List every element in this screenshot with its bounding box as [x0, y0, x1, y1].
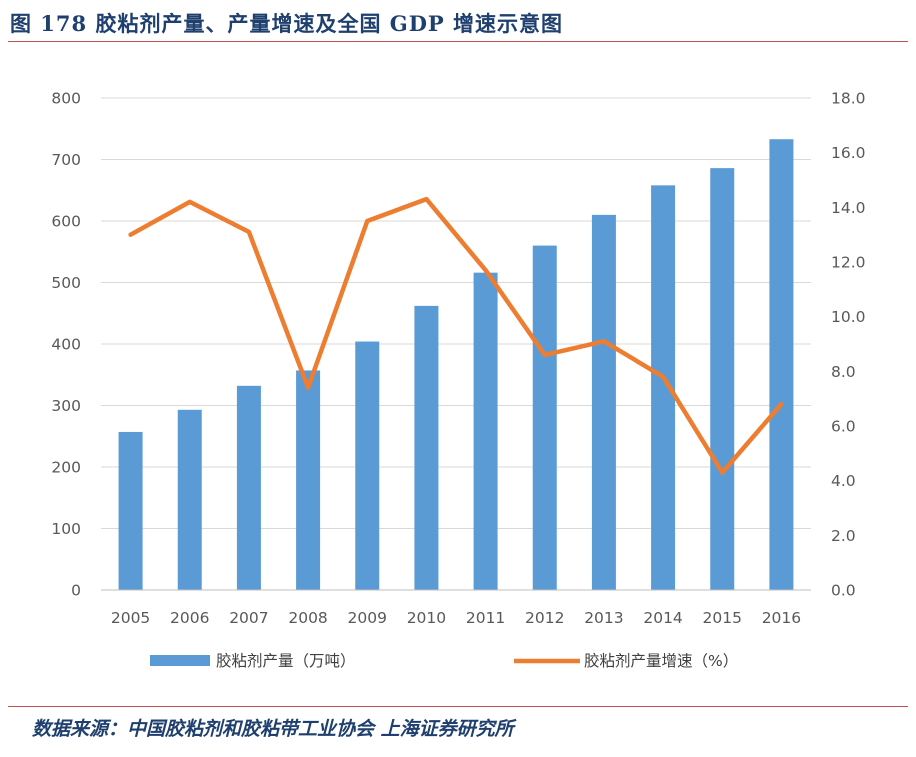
x-tick-label: 2009: [348, 609, 387, 627]
title-rule: [8, 41, 908, 42]
left-tick-label: 500: [51, 274, 81, 292]
source-note: 数据来源：中国胶粘剂和胶粘带工业协会 上海证券研究所: [32, 718, 514, 740]
x-tick-label: 2014: [643, 609, 682, 627]
x-tick-label: 2007: [229, 609, 268, 627]
x-axis: 2005 2006 2007 2008 2009 2010 2011 2012 2013 2014…: [101, 589, 811, 627]
right-tick-label: 2.0: [831, 527, 856, 545]
bar: [118, 431, 143, 590]
x-tick-label: 2010: [407, 609, 446, 627]
gridlines: [101, 97, 811, 591]
left-y-axis: 0 100 200 300 400 500 600 700 800: [51, 90, 81, 600]
left-tick-label: 600: [51, 213, 81, 231]
bar: [769, 139, 794, 590]
right-tick-label: 6.0: [831, 418, 856, 436]
right-tick-label: 16.0: [831, 144, 866, 162]
line-series: [128, 196, 784, 475]
right-tick-label: 14.0: [831, 199, 866, 217]
left-tick-label: 200: [51, 459, 81, 477]
left-tick-label: 400: [51, 336, 81, 354]
bar: [710, 168, 735, 591]
legend-bar-label: 胶粘剂产量（万吨）: [216, 652, 356, 670]
left-tick-label: 100: [51, 520, 81, 538]
x-tick-label: 2016: [762, 609, 801, 627]
right-tick-label: 8.0: [831, 363, 856, 381]
bar: [473, 272, 498, 590]
source-rule: [8, 706, 908, 707]
x-tick-label: 2008: [288, 609, 327, 627]
bar: [355, 341, 380, 590]
right-tick-label: 4.0: [831, 472, 856, 490]
left-tick-label: 800: [51, 90, 81, 108]
legend: 胶粘剂产量（万吨） 胶粘剂产量增速（%）: [150, 652, 738, 670]
left-tick-label: 300: [51, 397, 81, 415]
right-tick-label: 10.0: [831, 308, 866, 326]
figure-title: 图 178 胶粘剂产量、产量增速及全国 GDP 增速示意图: [10, 11, 564, 36]
x-tick-label: 2006: [170, 609, 209, 627]
right-y-axis: 0.0 2.0 4.0 6.0 8.0 10.0 12.0 14.0 16.0 18.0: [831, 90, 866, 600]
x-tick-label: 2015: [703, 609, 742, 627]
x-tick-label: 2011: [466, 609, 505, 627]
bar: [296, 370, 321, 590]
left-tick-label: 700: [51, 151, 81, 169]
x-tick-label: 2005: [111, 609, 150, 627]
legend-bar-swatch: [150, 655, 210, 666]
bar: [236, 385, 261, 590]
right-tick-label: 18.0: [831, 90, 866, 108]
bar-series: [118, 139, 794, 591]
bar: [177, 409, 202, 590]
legend-line-label: 胶粘剂产量增速（%）: [584, 652, 738, 670]
right-tick-label: 12.0: [831, 254, 866, 272]
x-tick-label: 2012: [525, 609, 564, 627]
x-tick-label: 2013: [584, 609, 623, 627]
right-tick-label: 0.0: [831, 582, 856, 600]
bar: [591, 214, 616, 590]
bar: [532, 245, 557, 590]
bar: [414, 305, 439, 590]
left-tick-label: 0: [71, 582, 81, 600]
growth-line: [128, 196, 784, 475]
